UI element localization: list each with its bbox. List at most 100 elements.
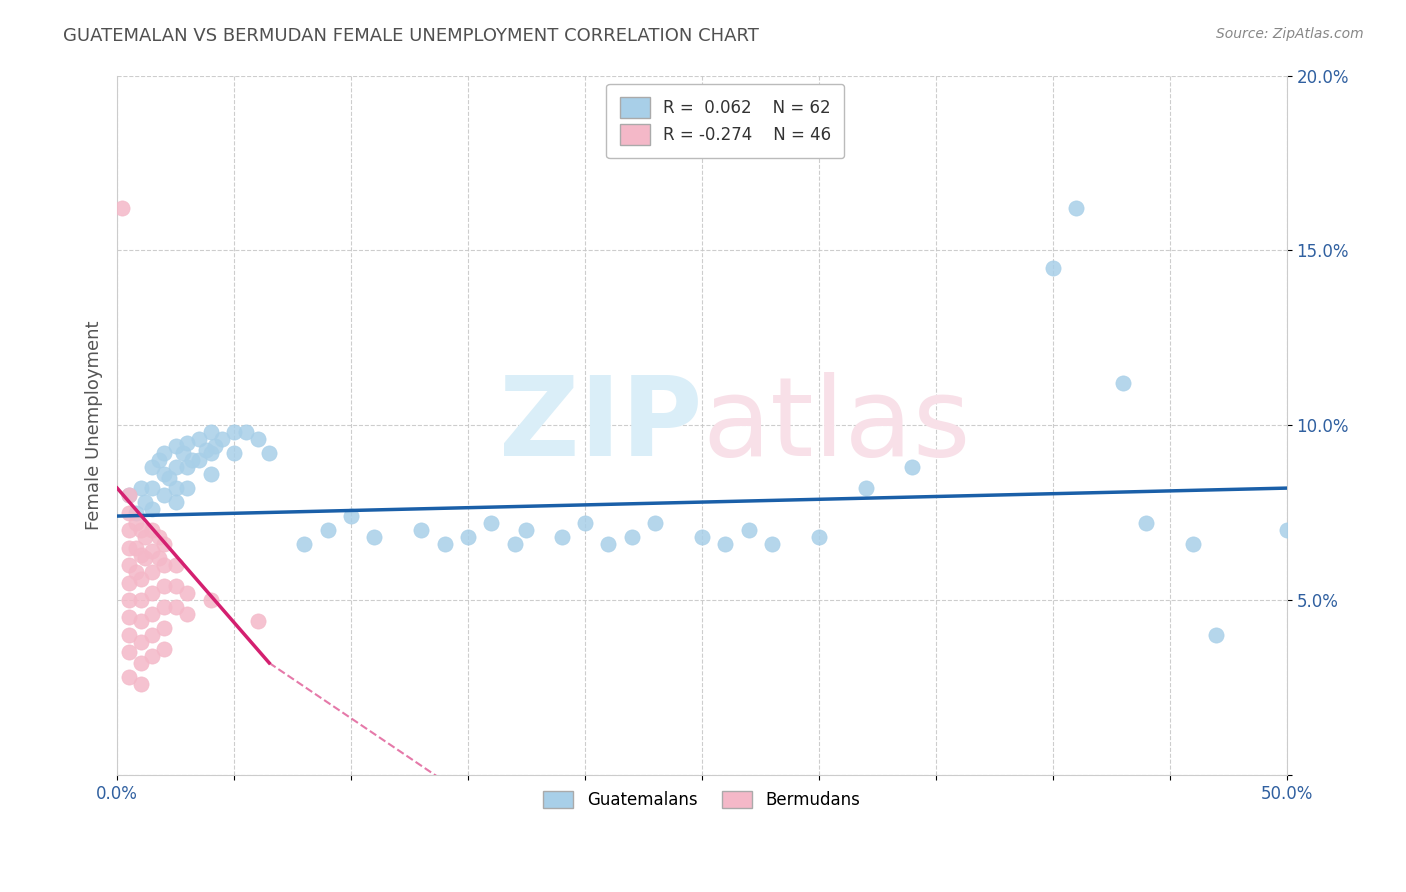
Point	[1205, 628, 1227, 642]
Point	[1182, 537, 1205, 551]
Point	[165, 579, 187, 593]
Point	[620, 530, 643, 544]
Point	[129, 656, 152, 670]
Text: atlas: atlas	[702, 372, 970, 479]
Point	[153, 537, 176, 551]
Point	[176, 435, 198, 450]
Point	[224, 425, 246, 439]
Point	[257, 446, 280, 460]
Legend: Guatemalans, Bermudans: Guatemalans, Bermudans	[537, 784, 868, 815]
Point	[644, 516, 666, 530]
Point	[901, 460, 924, 475]
Point	[118, 628, 141, 642]
Point	[118, 523, 141, 537]
Point	[118, 645, 141, 659]
Point	[134, 530, 156, 544]
Point	[165, 439, 187, 453]
Point	[141, 523, 163, 537]
Point	[433, 537, 456, 551]
Point	[181, 453, 204, 467]
Point	[141, 648, 163, 663]
Point	[153, 488, 176, 502]
Point	[118, 541, 141, 555]
Point	[125, 506, 148, 520]
Point	[188, 453, 211, 467]
Point	[481, 516, 503, 530]
Point	[141, 481, 163, 495]
Point	[224, 446, 246, 460]
Point	[141, 460, 163, 475]
Point	[165, 558, 187, 572]
Y-axis label: Female Unemployment: Female Unemployment	[86, 320, 103, 530]
Point	[204, 439, 226, 453]
Point	[165, 495, 187, 509]
Text: Source: ZipAtlas.com: Source: ZipAtlas.com	[1216, 27, 1364, 41]
Point	[1064, 202, 1087, 216]
Point	[129, 593, 152, 607]
Point	[200, 425, 222, 439]
Point	[340, 509, 363, 524]
Point	[292, 537, 315, 551]
Point	[195, 442, 218, 457]
Point	[211, 432, 233, 446]
Point	[200, 467, 222, 482]
Point	[118, 558, 141, 572]
Point	[125, 565, 148, 579]
Point	[200, 593, 222, 607]
Point	[141, 544, 163, 558]
Point	[363, 530, 385, 544]
Point	[165, 460, 187, 475]
Point	[148, 551, 170, 566]
Point	[598, 537, 620, 551]
Point	[188, 432, 211, 446]
Text: ZIP: ZIP	[499, 372, 702, 479]
Point	[574, 516, 596, 530]
Point	[515, 523, 537, 537]
Point	[176, 607, 198, 621]
Point	[141, 502, 163, 516]
Point	[165, 481, 187, 495]
Point	[141, 628, 163, 642]
Point	[1112, 376, 1135, 391]
Point	[165, 599, 187, 614]
Point	[118, 610, 141, 624]
Point	[129, 523, 152, 537]
Point	[316, 523, 339, 537]
Point	[690, 530, 713, 544]
Point	[118, 506, 141, 520]
Point	[172, 446, 194, 460]
Point	[411, 523, 433, 537]
Point	[153, 446, 176, 460]
Point	[153, 599, 176, 614]
Point	[141, 607, 163, 621]
Point	[761, 537, 783, 551]
Point	[235, 425, 257, 439]
Point	[129, 481, 152, 495]
Point	[503, 537, 526, 551]
Point	[1135, 516, 1157, 530]
Point	[125, 516, 148, 530]
Point	[153, 467, 176, 482]
Point	[200, 446, 222, 460]
Point	[118, 575, 141, 590]
Point	[125, 541, 148, 555]
Point	[111, 202, 134, 216]
Point	[129, 614, 152, 628]
Point	[176, 481, 198, 495]
Point	[176, 460, 198, 475]
Point	[134, 551, 156, 566]
Point	[1275, 523, 1298, 537]
Point	[550, 530, 572, 544]
Point	[148, 453, 170, 467]
Point	[153, 579, 176, 593]
Point	[129, 548, 152, 562]
Point	[148, 530, 170, 544]
Point	[176, 586, 198, 600]
Point	[807, 530, 830, 544]
Point	[134, 495, 156, 509]
Point	[153, 642, 176, 657]
Point	[141, 565, 163, 579]
Point	[855, 481, 877, 495]
Point	[157, 470, 180, 484]
Point	[457, 530, 479, 544]
